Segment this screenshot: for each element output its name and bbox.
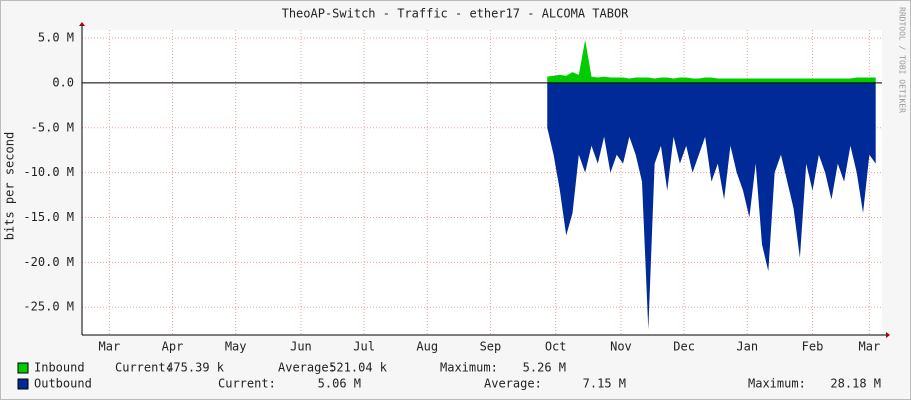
- area: [547, 82, 876, 330]
- x-tick-label: Sep: [480, 340, 502, 354]
- x-tick-label: Feb: [802, 340, 824, 354]
- chart-title: TheoAP-Switch - Traffic - ether17 - ALCO…: [282, 7, 630, 21]
- y-tick-label: -5.0 M: [31, 120, 74, 134]
- legend-stat-value: 7.15 M: [583, 377, 626, 391]
- legend-stat-label: Current:: [218, 377, 276, 391]
- x-tick-label: Dec: [673, 340, 695, 354]
- x-tick-label: Jul: [353, 340, 375, 354]
- y-tick-label: 0.0: [52, 75, 74, 89]
- x-tick-label: Aug: [416, 340, 438, 354]
- legend-stat-label: Average:: [278, 361, 336, 375]
- legend-label: Inbound: [34, 361, 85, 375]
- legend-stat-label: Average:: [484, 377, 542, 391]
- y-tick-label: -20.0 M: [23, 255, 74, 269]
- legend-stat-value: 5.26 M: [523, 361, 566, 375]
- x-tick-label: Jan: [736, 340, 758, 354]
- x-tick-label: Apr: [162, 340, 184, 354]
- legend-stat-label: Current:: [115, 361, 173, 375]
- legend-label: Outbound: [34, 377, 92, 391]
- y-tick-label: -15.0 M: [23, 210, 74, 224]
- legend-stat-value: 28.18 M: [830, 377, 881, 391]
- y-tick-label: -25.0 M: [23, 300, 74, 314]
- legend-stat-value: 5.06 M: [318, 377, 361, 391]
- legend-swatch: [17, 362, 29, 374]
- legend-swatch: [17, 378, 29, 390]
- legend-stat-label: Maximum:: [748, 377, 806, 391]
- x-tick-label: May: [225, 340, 247, 354]
- y-axis-label: bits per second: [3, 132, 17, 240]
- legend-stat-value: 475.39 k: [166, 361, 225, 375]
- y-tick-label: -10.0 M: [23, 165, 74, 179]
- x-tick-label: Oct: [545, 340, 567, 354]
- axis-arrow: [79, 22, 85, 26]
- legend-stat-value: 521.04 k: [329, 361, 388, 375]
- x-tick-label: Jun: [290, 340, 312, 354]
- x-tick-label: Mar: [859, 340, 881, 354]
- x-tick-label: Mar: [99, 340, 121, 354]
- watermark: RRDTOOL / TOBI OETIKER: [898, 7, 907, 113]
- legend-stat-label: Maximum:: [440, 361, 498, 375]
- x-tick-label: Nov: [610, 340, 632, 354]
- y-tick-label: 5.0 M: [38, 31, 74, 45]
- area: [547, 39, 876, 83]
- axis-arrow: [886, 332, 890, 338]
